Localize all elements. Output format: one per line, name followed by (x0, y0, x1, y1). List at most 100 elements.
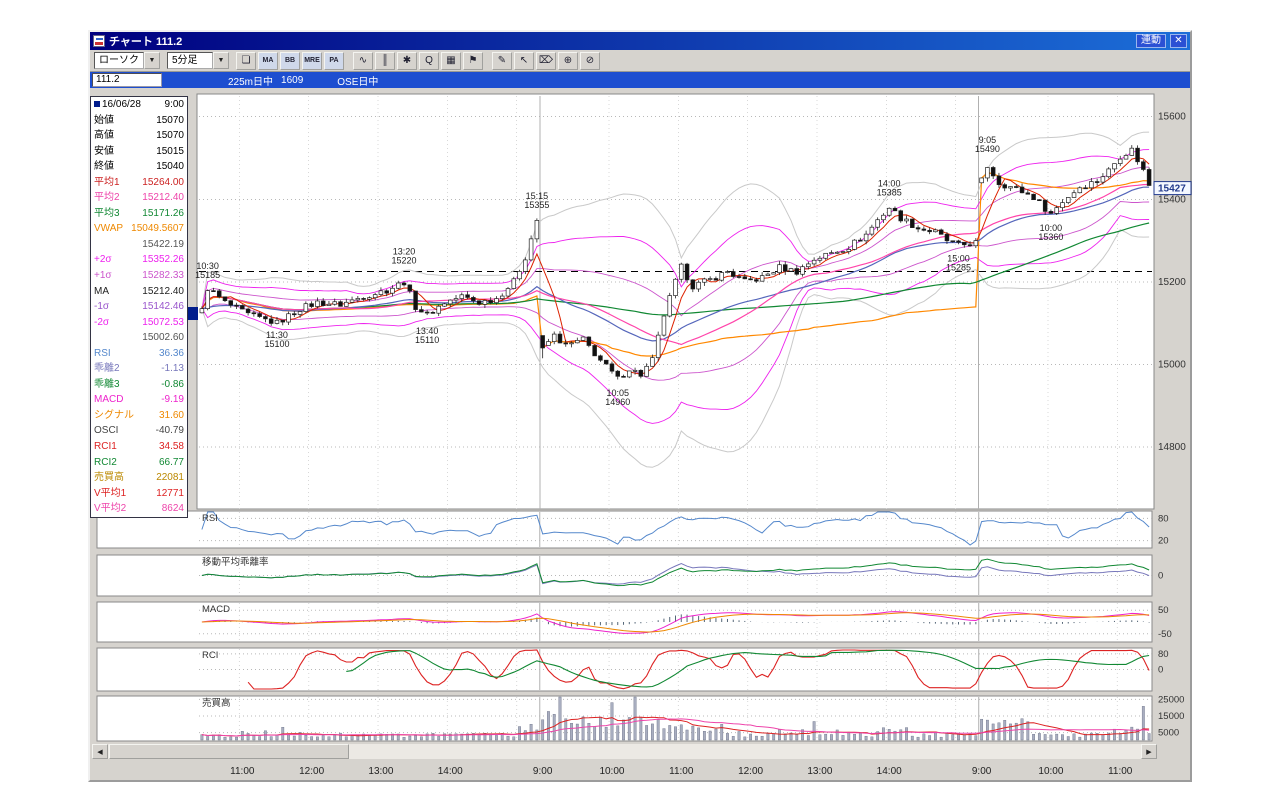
x-axis-label: 11:00 (230, 766, 255, 777)
titlebar[interactable]: チャート 111.2 連動 ✕ (90, 32, 1190, 50)
pa-indicator-button[interactable]: PA (324, 51, 344, 70)
candle-type-dropdown[interactable]: ローソク ▼ (94, 52, 160, 69)
na-button[interactable]: ⊘ (580, 51, 600, 70)
scroll-right-arrow-icon[interactable]: ▶ (1141, 744, 1157, 759)
toolbar: ローソク ▼ 5分足 ▼ ❏ MA BB MRE PA ∿ ║ ✱ Q ▦ ⚑ ✎ ↖ ⌦ ⊕ ⊘ (90, 50, 1190, 72)
data-panel-row: 16/06/28 9:00 (91, 97, 187, 113)
timeframe-label: 5分足 (167, 52, 213, 69)
zoom-q-button[interactable]: Q (419, 51, 439, 70)
indicator-tick-label: 15000 (1158, 711, 1184, 722)
time-axis: 11:00 12:00 13:00 14:00 9:00 10:00 11:00 12:00 1… (230, 766, 1133, 777)
tile-windows-button[interactable]: ❏ (236, 51, 256, 70)
erase-button[interactable]: ⌦ (536, 51, 556, 70)
data-panel-row: OSCI -40.79 (94, 425, 184, 437)
chart-left-marker (188, 307, 198, 320)
draw-button[interactable]: ✎ (492, 51, 512, 70)
data-panel-row: 平均2 15212.40 (94, 192, 184, 204)
indicator-tick-label: 25000 (1158, 694, 1184, 705)
price-tick-label: 14800 (1158, 442, 1186, 453)
indicator-panel-macd[interactable]: MACD (96, 601, 1153, 643)
annotation-price: 15110 (415, 335, 439, 345)
indicator-tick-label: 0 (1158, 665, 1163, 676)
session-value: 1609 (281, 74, 304, 86)
x-axis-label: 9:00 (972, 766, 992, 777)
link-button[interactable]: 連動 (1136, 34, 1166, 48)
magnify-button[interactable]: ⊕ (558, 51, 578, 70)
line-mode-button[interactable]: ∿ (353, 51, 373, 70)
x-axis-label: 10:00 (1038, 766, 1063, 777)
data-panel-row: -1σ 15142.46 (94, 301, 184, 313)
data-panel-row: 乖離2 -1.13 (94, 363, 184, 375)
timeframe-dropdown[interactable]: 5分足 ▼ (167, 52, 229, 69)
chart-window: チャート 111.2 連動 ✕ ローソク ▼ 5分足 ▼ ❏ MA BB MRE PA ∿… (88, 30, 1192, 782)
symbol-input[interactable]: 111.2 (92, 73, 162, 87)
scrollbar-thumb[interactable] (109, 744, 349, 759)
settings-button[interactable]: ✱ (397, 51, 417, 70)
annotation-price: 15360 (1038, 232, 1063, 242)
annotation-time: 13:40 (416, 326, 439, 336)
horizontal-scrollbar[interactable]: ◀ ▶ (92, 744, 1157, 759)
annotation-price: 15355 (524, 200, 549, 210)
x-axis-label: 14:00 (877, 766, 902, 777)
x-axis-label: 12:00 (738, 766, 763, 777)
indicator-tick-label: 20 (1158, 536, 1169, 547)
data-panel-row: VWAP 15049.5607 (94, 223, 184, 235)
annotation-time: 9:05 (979, 135, 997, 145)
x-axis-label: 11:00 (669, 766, 694, 777)
annotation-time: 15:00 (947, 254, 970, 264)
indicator-tick-label: 80 (1158, 513, 1169, 524)
data-panel-row: V平均2 8624 (94, 503, 184, 515)
x-axis-label: 11:00 (1108, 766, 1133, 777)
indicator-panel-dev[interactable]: 移動平均乖離率 (96, 554, 1153, 597)
flag-button[interactable]: ⚑ (463, 51, 483, 70)
data-panel-row: RCI2 66.77 (94, 456, 184, 468)
close-button[interactable]: ✕ (1170, 34, 1187, 48)
scroll-left-arrow-icon[interactable]: ◀ (92, 744, 108, 759)
chart-app-icon (93, 35, 105, 47)
data-panel-row: 売買高 22081 (94, 472, 184, 484)
indicator-panel-vol[interactable]: 売買高 (96, 695, 1153, 742)
data-panel-row: 15002.60 (142, 332, 184, 344)
indicator-panel-rsi[interactable]: RSI (96, 510, 1153, 549)
annotation-price: 15100 (264, 339, 289, 349)
annotation-time: 15:15 (526, 191, 549, 201)
annotation-price: 15385 (877, 187, 902, 197)
annotation-time: 13:20 (393, 247, 416, 257)
data-panel-row: MA 15212.40 (94, 285, 184, 297)
candle-mode-button[interactable]: ║ (375, 51, 395, 70)
bb-indicator-button[interactable]: BB (280, 51, 300, 70)
annotation-price: 15285 (946, 263, 971, 273)
current-price-marker: 15427 (1153, 181, 1192, 196)
chevron-down-icon[interactable]: ▼ (144, 52, 160, 69)
data-panel-row: 平均1 15264.00 (94, 176, 184, 188)
data-panel-row: 高値 15070 (94, 130, 184, 142)
x-axis-label: 13:00 (807, 766, 832, 777)
indicator-panel-label: 移動平均乖離率 (202, 556, 269, 568)
data-panel-row: 終値 15040 (94, 161, 184, 173)
symbol-infobar: 111.2 225m日中 1609 OSE日中 (90, 72, 1190, 88)
select-button[interactable]: ↖ (514, 51, 534, 70)
ma-indicator-button[interactable]: MA (258, 51, 278, 70)
indicator-tick-label: 0 (1158, 571, 1163, 582)
indicator-tick-label: 50 (1158, 605, 1169, 616)
indicator-panel-rci[interactable]: RCI (96, 647, 1153, 692)
data-panel-row: MACD -9.19 (94, 394, 184, 406)
mre-indicator-button[interactable]: MRE (302, 51, 322, 70)
annotation-price: 15220 (392, 256, 417, 266)
grid-button[interactable]: ▦ (441, 51, 461, 70)
indicator-panel-label: 売買高 (202, 697, 231, 709)
quote-data-panel: 16/06/28 9:00 始値 15070 高値 15070 安値 15015 終値 15040… (90, 96, 188, 518)
data-panel-row: 平均3 15171.26 (94, 207, 184, 219)
x-axis-label: 14:00 (438, 766, 463, 777)
candle-type-label: ローソク (94, 52, 144, 69)
data-panel-row: RSI 36.36 (94, 347, 184, 359)
indicator-panel-label: RCI (202, 650, 218, 661)
indicator-tick-label: -50 (1158, 629, 1172, 640)
data-panel-row: +2σ 15352.26 (94, 254, 184, 266)
price-tick-label: 15000 (1158, 359, 1186, 370)
x-axis-label: 13:00 (368, 766, 393, 777)
chevron-down-icon[interactable]: ▼ (213, 52, 229, 69)
indicator-panel-label: RSI (202, 513, 218, 524)
